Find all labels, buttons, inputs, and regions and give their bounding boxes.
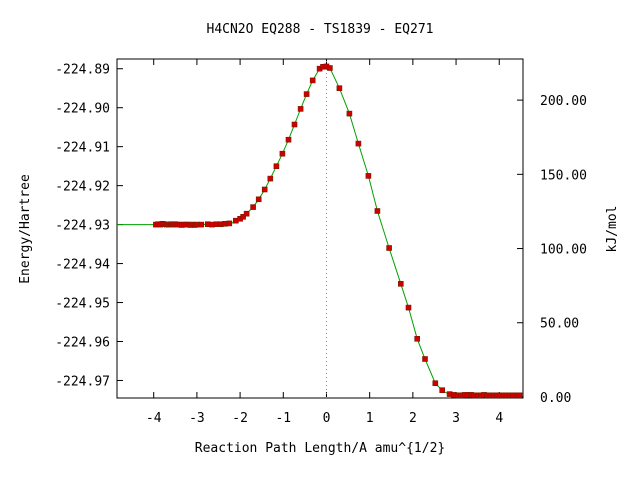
y-tick-label: -224.97 (55, 374, 110, 389)
y2-tick-label: 50.00 (540, 317, 579, 332)
data-point (243, 210, 250, 217)
plot-frame (116, 58, 524, 399)
y2-tick-label: 200.00 (540, 94, 587, 109)
x-tick-label: -1 (275, 411, 291, 426)
data-point (414, 335, 421, 342)
x-tick-label: 0 (323, 411, 331, 426)
y-tick-label: -224.89 (55, 63, 110, 78)
y2-tick-label: 100.00 (540, 243, 587, 258)
data-point (255, 196, 262, 203)
data-markers (153, 63, 523, 399)
x-tick-label: 4 (495, 411, 503, 426)
y2-tick-label: 0.00 (540, 391, 571, 406)
x-axis-label: Reaction Path Length/A amu^{1/2} (195, 441, 445, 456)
data-point (226, 220, 233, 227)
data-point (365, 173, 372, 179)
x-tick-label: 3 (452, 411, 460, 426)
y-tick-label: -224.91 (55, 141, 110, 156)
data-point (261, 186, 268, 193)
data-point (439, 387, 446, 394)
data-point (250, 204, 256, 210)
data-point (267, 175, 274, 182)
x-tick-label: 2 (409, 411, 417, 426)
y-tick-label: -224.96 (55, 336, 110, 351)
data-point (273, 163, 280, 169)
data-point (422, 356, 428, 362)
data-point (297, 106, 304, 112)
x-tick-label: -4 (146, 411, 162, 426)
y2-axis-label: kJ/mol (605, 206, 620, 253)
y2-tick-label: 150.00 (540, 168, 587, 183)
data-point (432, 380, 439, 387)
x-tick-label: -2 (232, 411, 248, 426)
x-tick-label: 1 (366, 411, 374, 426)
data-point (355, 140, 362, 147)
data-point (198, 221, 204, 228)
data-point (516, 392, 523, 399)
data-point (374, 208, 381, 214)
data-point (397, 280, 404, 287)
chart-title: H4CN2O EQ288 - TS1839 - EQ271 (207, 22, 434, 37)
y-tick-label: -224.94 (55, 258, 110, 273)
data-point (285, 136, 292, 143)
data-point (336, 85, 343, 91)
data-point (309, 77, 316, 84)
axis-tick-labels: -4 -3 -2 -1 0 1 2 3 4 -224.89 -224.90 -224.91 -224.9… (55, 63, 587, 426)
data-point (405, 304, 412, 311)
y-tick-label: -224.93 (55, 219, 110, 234)
data-point (303, 91, 310, 97)
data-point (386, 245, 392, 251)
data-point (279, 150, 286, 157)
axis-ticks (117, 59, 523, 398)
y-tick-label: -224.95 (55, 297, 110, 312)
y-tick-label: -224.90 (55, 102, 110, 117)
energy-curve (117, 65, 522, 396)
data-point (327, 65, 333, 71)
y-tick-label: -224.92 (55, 180, 110, 195)
data-point (346, 110, 353, 117)
x-tick-label: -3 (189, 411, 205, 426)
data-point (240, 214, 246, 220)
data-point (291, 121, 298, 128)
y-axis-label: Energy/Hartree (18, 174, 33, 284)
